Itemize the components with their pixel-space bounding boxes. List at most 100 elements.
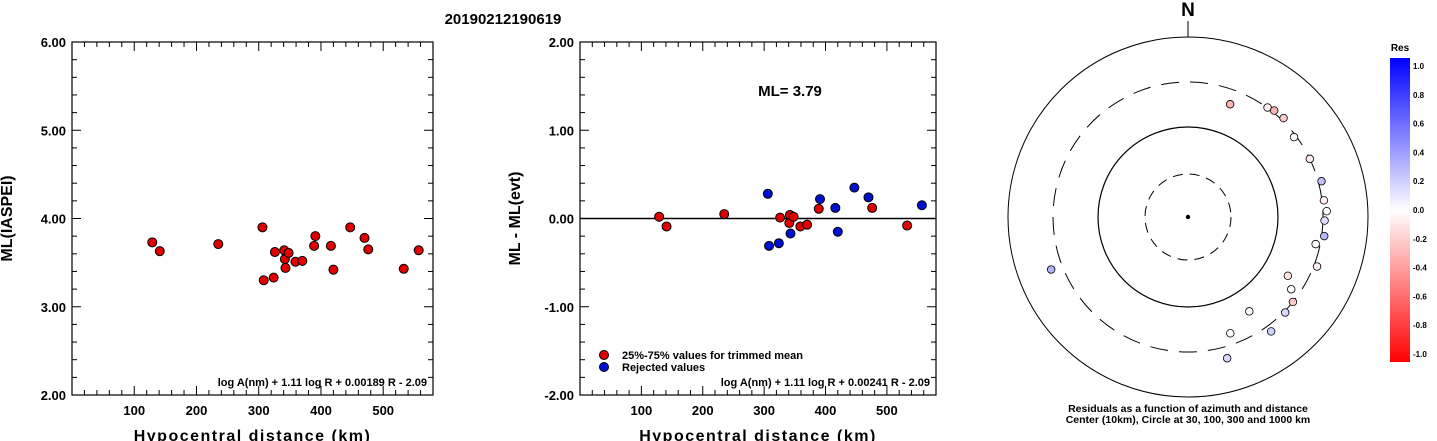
x-tick-label: 300: [753, 403, 775, 418]
colorbar-tick-label: -0.2: [1413, 235, 1427, 244]
data-point: [719, 209, 730, 220]
data-point: [359, 232, 370, 243]
colorbar-tick-label: 0.8: [1413, 91, 1425, 100]
data-point: [258, 275, 269, 286]
colorbar-tick-label: -0.6: [1413, 292, 1427, 301]
data-point: [283, 247, 294, 258]
data-point: [325, 240, 336, 251]
y-tick-label: 4.00: [41, 212, 66, 227]
caption-line: Residuals as a function of azimuth and d…: [1068, 403, 1308, 415]
station-marker: [1305, 154, 1315, 164]
y-tick-label: 5.00: [41, 123, 66, 138]
station-marker: [1317, 177, 1326, 186]
y-axis-label: ML(IASPEI): [0, 175, 16, 261]
station-marker: [1222, 354, 1232, 363]
x-tick-label: 500: [372, 403, 394, 418]
x-tick-label: 400: [310, 403, 332, 418]
data-point: [154, 246, 165, 257]
legend-marker: [599, 362, 609, 372]
data-point: [310, 231, 321, 242]
caption-line: Center (10km), Circle at 30, 100, 300 an…: [1066, 414, 1311, 426]
x-tick-label: 100: [631, 403, 653, 418]
y-tick-label: 2.00: [41, 388, 66, 403]
data-point: [257, 222, 268, 233]
data-point: [785, 228, 796, 239]
circle-30km: [1144, 173, 1232, 261]
data-point: [661, 221, 672, 232]
station-marker: [1046, 265, 1056, 274]
data-point: [345, 222, 356, 233]
station-marker: [1283, 271, 1293, 281]
station-marker: [1322, 206, 1331, 216]
station-marker: [1245, 307, 1254, 316]
data-point: [297, 255, 308, 266]
colorbar-tick-label: 0.6: [1413, 120, 1425, 129]
formula-label: log A(nm) + 1.11 log R + 0.00241 R - 2.0…: [721, 377, 930, 389]
colorbar-tick-label: -0.4: [1413, 264, 1427, 273]
colorbar-tick-label: -0.8: [1413, 321, 1427, 330]
station-marker: [1225, 100, 1235, 109]
data-point: [213, 239, 224, 250]
data-point: [762, 188, 773, 199]
legend-label: Rejected values: [622, 362, 705, 374]
station-marker: [1288, 297, 1298, 307]
data-point: [830, 202, 841, 213]
station-marker: [1320, 216, 1329, 225]
colorbar-tick-label: 0.4: [1413, 148, 1425, 157]
data-point: [813, 203, 824, 214]
station-marker: [1226, 329, 1235, 338]
colorbar-tick-label: 0.0: [1413, 206, 1425, 215]
data-point: [764, 240, 775, 251]
data-point: [773, 238, 784, 249]
station-marker: [1281, 308, 1290, 317]
colorbar-tick-label: -1.0: [1413, 350, 1427, 359]
station-marker: [1279, 113, 1288, 123]
residual-vs-distance-plot: 100 200 300 400 500 -2.00 -1.00 0.00 1.00 2.00 Hyp…: [507, 35, 937, 441]
circle-100km: [1097, 126, 1279, 308]
colorbar-tick-label: 0.2: [1413, 177, 1425, 186]
plot-frame: [71, 41, 434, 396]
data-point: [309, 240, 320, 251]
x-tick-label: 100: [123, 403, 145, 418]
data-point: [867, 202, 878, 213]
station-marker: [1287, 285, 1296, 294]
x-tick-label: 200: [692, 403, 714, 418]
data-point: [775, 212, 786, 223]
station-marker: [1269, 106, 1279, 115]
data-point: [280, 262, 291, 273]
x-tick-label: 500: [876, 403, 898, 418]
center-dot: [1185, 214, 1191, 220]
data-point: [269, 247, 280, 258]
data-point: [832, 226, 843, 237]
magnitude-vs-distance-plot: 100 200 300 400 500 2.00 3.00 4.00 5.00 6.00 Hypoc…: [0, 35, 434, 441]
ml-annotation: ML= 3.79: [758, 83, 822, 100]
station-marker: [1312, 262, 1322, 271]
data-point: [398, 263, 409, 274]
y-tick-label: 0.00: [549, 212, 574, 227]
station-marker: [1319, 196, 1329, 205]
y-tick-label: 2.00: [549, 35, 574, 50]
y-axis-label: ML - ML(evt): [507, 172, 524, 266]
y-tick-label: 1.00: [549, 123, 574, 138]
data-point: [654, 211, 665, 222]
y-tick-label: 6.00: [41, 35, 66, 50]
colorbar-title: Res: [1391, 43, 1410, 54]
x-tick-label: 400: [815, 403, 837, 418]
formula-label: log A(nm) + 1.11 log R + 0.00189 R - 2.0…: [218, 377, 427, 389]
data-point: [363, 244, 374, 255]
colorbar-gradient: [1390, 58, 1410, 362]
azimuth-residual-polar-plot: N Residuals as a function of azimuth and …: [1007, 0, 1369, 426]
station-marker: [1289, 132, 1299, 142]
data-point: [802, 219, 813, 230]
y-tick-label: -1.00: [544, 300, 574, 315]
data-point: [328, 264, 339, 275]
x-axis-label: Hypocentral distance (km): [134, 428, 372, 441]
station-marker: [1320, 231, 1329, 241]
x-tick-label: 300: [248, 403, 270, 418]
data-point: [902, 220, 913, 231]
data-point: [814, 194, 825, 205]
north-label: N: [1181, 0, 1195, 21]
station-marker: [1311, 239, 1320, 249]
